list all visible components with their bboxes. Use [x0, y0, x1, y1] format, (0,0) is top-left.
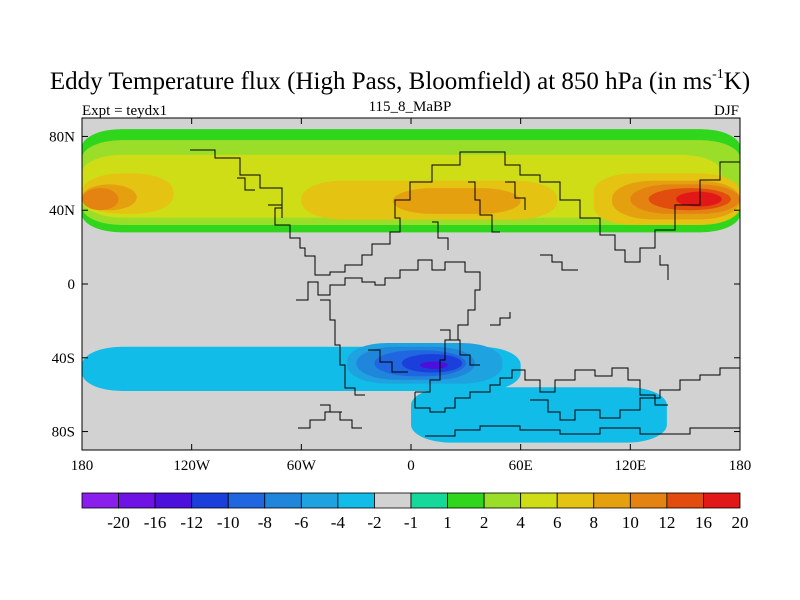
colorbar-label: -10: [217, 513, 240, 532]
colorbar-label: -20: [107, 513, 130, 532]
colorbar-label: -12: [180, 513, 203, 532]
colorbar-swatch: [447, 492, 485, 509]
left-subtitle: Expt = teydx1: [82, 103, 168, 119]
y-tick-label: 40N: [49, 203, 75, 219]
colorbar-swatch: [374, 492, 412, 509]
x-tick-label: 180: [71, 458, 94, 474]
y-tick-label: 0: [68, 277, 76, 293]
colorbar-label: 6: [553, 513, 562, 532]
colorbar: -20 -16 -12 -10 -8 -6 -4 -2 -1 1 2 4 6 8 10 12 16 20: [81, 492, 749, 532]
contour-region-neg-2: [411, 387, 667, 443]
colorbar-swatch: [264, 492, 302, 509]
colorbar-label: -2: [367, 513, 381, 532]
colorbar-swatch: [227, 492, 266, 509]
colorbar-label: 10: [622, 513, 639, 532]
colorbar-swatch: [703, 492, 741, 509]
y-tick-label: 80S: [52, 425, 75, 441]
colorbar-label: 2: [480, 513, 489, 532]
colorbar-swatch: [410, 492, 448, 509]
contour-region-neg-12: [420, 361, 448, 369]
colorbar-label: 4: [516, 513, 525, 532]
colorbar-swatch: [154, 492, 193, 509]
center-subtitle: 115_8_MaBP: [368, 99, 452, 115]
colorbar-swatch: [666, 492, 704, 509]
colorbar-swatch: [556, 492, 595, 509]
colorbar-label: 1: [443, 513, 452, 532]
contour-region-pos-8: [392, 188, 521, 214]
colorbar-label: -16: [144, 513, 167, 532]
contour-region-pos-16: [676, 191, 722, 207]
right-subtitle: DJF: [713, 103, 739, 119]
colorbar-swatch: [81, 492, 119, 509]
chart-title: Eddy Temperature flux (High Pass, Bloomf…: [49, 66, 751, 95]
colorbar-label: 16: [695, 513, 712, 532]
colorbar-label: -8: [258, 513, 272, 532]
x-tick-label: 120W: [173, 458, 211, 474]
x-tick-label: 60E: [509, 458, 533, 474]
colorbar-swatch: [337, 492, 375, 509]
colorbar-swatch: [483, 492, 522, 509]
contour-region-pos-10: [82, 188, 119, 211]
colorbar-swatch: [191, 492, 229, 509]
x-tick-label: 0: [407, 458, 415, 474]
colorbar-label: -6: [294, 513, 308, 532]
axes: 180 120W 60W 0 60E 120E 180 80N 40N 0 40S 80S: [49, 118, 751, 474]
coastlines: [190, 149, 740, 437]
x-tick-label: 60W: [287, 458, 317, 474]
contour-fields: [82, 129, 740, 443]
colorbar-swatch: [300, 492, 339, 509]
colorbar-label: 20: [732, 513, 749, 532]
colorbar-label: 12: [658, 513, 675, 532]
y-tick-label: 40S: [52, 351, 75, 367]
colorbar-swatch: [629, 492, 668, 509]
colorbar-swatch: [118, 492, 156, 509]
colorbar-label: 8: [590, 513, 599, 532]
colorbar-label: -1: [404, 513, 418, 532]
colorbar-swatch: [520, 492, 558, 509]
x-tick-label: 180: [729, 458, 752, 474]
colorbar-swatch: [593, 492, 631, 509]
x-tick-label: 120E: [614, 458, 646, 474]
colorbar-label: -4: [331, 513, 346, 532]
y-tick-label: 80N: [49, 129, 75, 145]
